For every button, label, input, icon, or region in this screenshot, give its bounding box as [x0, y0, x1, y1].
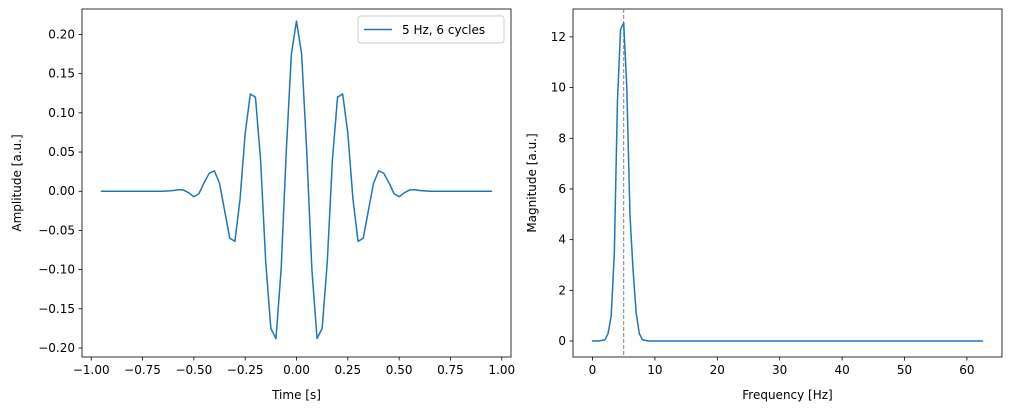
time-domain-panel: −1.00 −0.75 −0.50 −0.25 0.00 0.25 0.50 0.75 1.00… — [10, 8, 515, 402]
x-tick-label: −0.75 — [124, 363, 161, 377]
x-tick-label: 0.75 — [437, 363, 464, 377]
x-tick-label: −1.00 — [73, 363, 110, 377]
data-line-spectrum — [591, 22, 984, 342]
y-tick-label: 2 — [558, 283, 566, 297]
axis-ticks: 0 10 20 30 40 50 60 0 2 4 6 8 10 12 — [551, 30, 975, 377]
y-tick-label: 0 — [558, 334, 566, 348]
y-tick-label: 0.10 — [48, 106, 75, 120]
axis-ticks: −1.00 −0.75 −0.50 −0.25 0.00 0.25 0.50 0.75 1.00… — [38, 27, 515, 377]
y-tick-label: 0.20 — [48, 27, 75, 41]
x-axis-label: Frequency [Hz] — [742, 388, 833, 402]
x-tick-label: 10 — [647, 363, 662, 377]
legend-box — [357, 15, 505, 44]
x-tick-label: 0.50 — [386, 363, 413, 377]
y-tick-label: −0.20 — [38, 341, 75, 355]
y-tick-label: 4 — [558, 233, 566, 247]
y-tick-label: 0.15 — [48, 67, 75, 81]
y-tick-label: 0.05 — [48, 145, 75, 159]
x-tick-label: 0 — [589, 363, 597, 377]
x-tick-label: 40 — [834, 363, 849, 377]
y-tick-label: −0.10 — [38, 263, 75, 277]
y-tick-label: 10 — [551, 81, 566, 95]
x-tick-label: 0.00 — [283, 363, 310, 377]
x-tick-label: −0.25 — [227, 363, 264, 377]
x-tick-label: 60 — [959, 363, 974, 377]
x-tick-label: 0.25 — [334, 363, 361, 377]
y-axis-label: Amplitude [a.u.] — [10, 134, 24, 231]
legend: 5 Hz, 6 cycles — [357, 15, 505, 44]
y-tick-label: 12 — [551, 30, 566, 44]
plot-area-frame — [572, 8, 1003, 358]
y-tick-label: 6 — [558, 182, 566, 196]
y-tick-label: 0.00 — [48, 184, 75, 198]
data-line-wavelet — [100, 20, 493, 340]
y-tick-label: −0.05 — [38, 223, 75, 237]
y-tick-label: 8 — [558, 131, 566, 145]
x-axis-label: Time [s] — [271, 388, 321, 402]
frequency-domain-panel: 0 10 20 30 40 50 60 0 2 4 6 8 10 12 Frequency [Hz] Ma… — [525, 8, 1003, 402]
x-tick-label: 20 — [710, 363, 725, 377]
legend-label: 5 Hz, 6 cycles — [402, 23, 485, 37]
x-tick-label: 1.00 — [488, 363, 515, 377]
y-tick-label: −0.15 — [38, 302, 75, 316]
plot-area-frame — [81, 8, 512, 358]
x-tick-label: −0.50 — [175, 363, 212, 377]
x-tick-label: 30 — [772, 363, 787, 377]
x-tick-label: 50 — [897, 363, 912, 377]
y-axis-label: Magnitude [a.u.] — [525, 133, 539, 232]
